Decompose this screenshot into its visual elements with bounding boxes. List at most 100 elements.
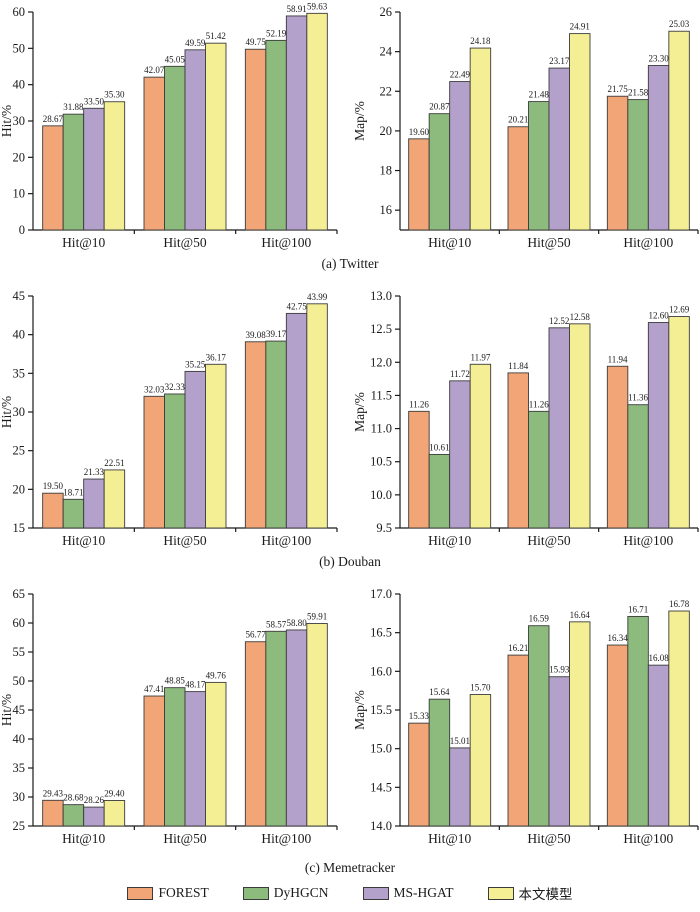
bar-douban-hit-Hit@50-本文模型 xyxy=(205,363,227,529)
bar-twitter-hit-Hit@100-本文模型 xyxy=(306,12,328,231)
bar-value-label: 35.30 xyxy=(104,90,125,100)
bar-douban-map-Hit@10-MS-HGAT xyxy=(449,380,471,529)
bar-value-label: 48.85 xyxy=(165,676,186,686)
y-tick-label: 24 xyxy=(380,45,393,59)
bar-value-label: 24.91 xyxy=(570,22,590,32)
bar-value-label: 11.84 xyxy=(508,361,528,371)
y-tick-label: 25 xyxy=(13,819,26,833)
bar-memetracker-map-Hit@100-DyHGCN xyxy=(627,615,649,827)
bar-value-label: 16.34 xyxy=(607,633,628,643)
bar-value-label: 12.58 xyxy=(570,312,591,322)
x-category-label: Hit@100 xyxy=(261,235,311,250)
bar-value-label: 35.25 xyxy=(185,359,206,369)
bar-memetracker-map-Hit@50-FOREST xyxy=(507,654,529,827)
y-tick-label: 60 xyxy=(13,5,26,19)
y-tick-label: 12.5 xyxy=(370,322,392,336)
x-category-label: Hit@50 xyxy=(527,235,570,250)
bar-value-label: 21.48 xyxy=(529,90,550,100)
y-tick-label: 0 xyxy=(19,223,25,237)
bar-twitter-hit-Hit@10-MS-HGAT xyxy=(83,107,105,231)
chart-memetracker-map: 14.0 14.5 15.0 15.5 16.0 16.5 17.0 Map/% Hit@10 1… xyxy=(350,580,700,848)
y-axis-title: Map/% xyxy=(352,101,367,141)
bar-twitter-hit-Hit@50-本文模型 xyxy=(205,42,227,231)
bar-memetracker-hit-Hit@50-FOREST xyxy=(143,695,165,827)
caption-memetracker: (c) Memetracker xyxy=(304,860,396,875)
bar-twitter-map-Hit@10-DyHGCN xyxy=(428,113,451,231)
bar-value-label: 49.75 xyxy=(245,37,266,47)
x-category-label: Hit@50 xyxy=(163,831,206,846)
bar-twitter-map-Hit@100-DyHGCN xyxy=(627,99,649,231)
legend-swatch-dyhgcn xyxy=(242,886,269,900)
bar-twitter-hit-Hit@100-DyHGCN xyxy=(265,39,287,231)
legend-item-forest: FOREST xyxy=(127,885,209,901)
y-tick-label: 10.0 xyxy=(370,488,392,502)
bar-twitter-map-Hit@100-FOREST xyxy=(606,95,629,231)
bar-memetracker-hit-Hit@50-本文模型 xyxy=(205,681,227,827)
bar-twitter-hit-Hit@50-DyHGCN xyxy=(164,65,186,231)
bar-value-label: 32.33 xyxy=(165,382,186,392)
bar-value-label: 10.61 xyxy=(429,442,449,452)
y-tick-label: 15.5 xyxy=(370,703,392,717)
bar-value-label: 56.77 xyxy=(245,630,266,640)
chart-row-memetracker: 25 30 35 40 45 50 55 60 65 Hit/% Hit@10 29.43 28.68 2… xyxy=(0,580,700,848)
x-category-label: Hit@10 xyxy=(428,235,471,250)
y-tick-label: 16.0 xyxy=(370,664,392,678)
chart-memetracker-hit: 25 30 35 40 45 50 55 60 65 Hit/% Hit@10 29.43 28.68 2… xyxy=(0,580,350,848)
bar-value-label: 39.08 xyxy=(245,330,266,340)
bar-value-label: 16.08 xyxy=(648,653,669,663)
bar-twitter-map-Hit@10-MS-HGAT xyxy=(449,81,471,231)
y-axis-title: Map/% xyxy=(352,392,367,432)
bar-memetracker-hit-Hit@100-FOREST xyxy=(244,641,267,827)
bar-value-label: 31.88 xyxy=(63,102,84,112)
bar-memetracker-hit-Hit@10-FOREST xyxy=(42,799,64,827)
chart-twitter-hit: 0 10 20 30 40 50 60 Hit/% Hit@10 28.67 31.88 33.50 3… xyxy=(0,0,350,252)
x-category-label: Hit@100 xyxy=(261,533,311,548)
y-tick-label: 26 xyxy=(380,5,393,19)
x-category-label: Hit@10 xyxy=(62,831,105,846)
bar-memetracker-hit-Hit@10-MS-HGAT xyxy=(83,806,105,827)
bar-value-label: 20.87 xyxy=(429,102,450,112)
bar-value-label: 15.33 xyxy=(409,711,430,721)
bar-douban-hit-Hit@50-MS-HGAT xyxy=(184,370,206,529)
y-tick-label: 40 xyxy=(13,78,26,92)
bar-value-label: 18.71 xyxy=(63,487,83,497)
y-tick-label: 11.5 xyxy=(371,388,392,402)
y-tick-label: 45 xyxy=(13,289,26,303)
bar-value-label: 21.75 xyxy=(607,84,628,94)
bar-value-label: 11.97 xyxy=(470,352,490,362)
bar-value-label: 28.26 xyxy=(84,795,105,805)
bar-value-label: 16.71 xyxy=(628,604,648,614)
bar-memetracker-map-Hit@50-本文模型 xyxy=(569,621,591,827)
bar-value-label: 16.78 xyxy=(669,599,690,609)
bar-value-label: 45.05 xyxy=(165,54,186,64)
bar-memetracker-map-Hit@100-MS-HGAT xyxy=(647,664,670,827)
y-tick-label: 16.5 xyxy=(370,626,392,640)
y-tick-label: 50 xyxy=(13,41,26,55)
y-tick-label: 55 xyxy=(13,645,26,659)
x-category-label: Hit@10 xyxy=(428,533,471,548)
bar-value-label: 32.03 xyxy=(144,384,165,394)
x-category-label: Hit@50 xyxy=(527,533,570,548)
bar-twitter-map-Hit@10-FOREST xyxy=(408,138,430,231)
bar-douban-hit-Hit@10-MS-HGAT xyxy=(83,478,105,529)
bar-douban-hit-Hit@10-本文模型 xyxy=(103,469,126,529)
bar-memetracker-map-Hit@100-FOREST xyxy=(606,644,629,827)
y-tick-label: 20 xyxy=(13,150,26,164)
x-category-label: Hit@100 xyxy=(261,831,311,846)
x-category-label: Hit@10 xyxy=(62,235,105,250)
bar-douban-map-Hit@100-本文模型 xyxy=(668,316,690,529)
bar-douban-hit-Hit@100-FOREST xyxy=(244,341,267,529)
x-category-label: Hit@100 xyxy=(623,831,673,846)
bar-twitter-hit-Hit@10-FOREST xyxy=(42,125,64,231)
x-category-label: Hit@50 xyxy=(527,831,570,846)
bar-value-label: 11.26 xyxy=(409,399,429,409)
y-tick-label: 35 xyxy=(13,761,26,775)
bar-douban-map-Hit@10-DyHGCN xyxy=(428,453,451,529)
chart-douban-map: 9.5 10.0 10.5 11.0 11.5 12.0 12.5 13.0 Map/% Hit@… xyxy=(350,282,700,550)
bar-twitter-hit-Hit@50-MS-HGAT xyxy=(184,49,206,231)
legend-item-ms-hgat: MS-HGAT xyxy=(362,885,454,901)
bar-memetracker-hit-Hit@100-DyHGCN xyxy=(265,630,287,827)
bar-value-label: 12.69 xyxy=(669,305,690,315)
bar-value-label: 20.21 xyxy=(508,115,528,125)
legend-label-ms-hgat: MS-HGAT xyxy=(393,885,454,900)
